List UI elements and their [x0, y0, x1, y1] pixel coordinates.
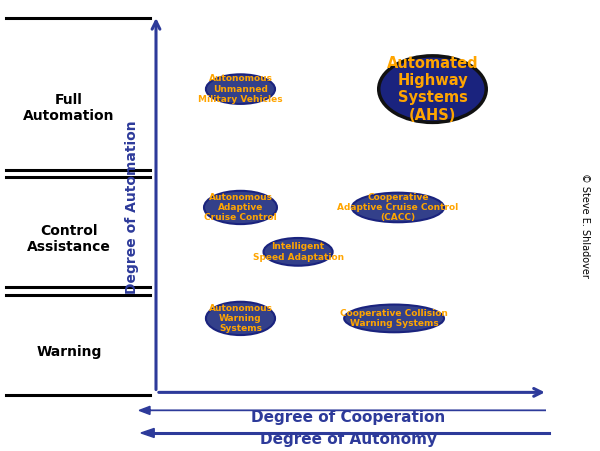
- Text: © Steve E. Shladover: © Steve E. Shladover: [580, 173, 590, 278]
- Text: Autonomous
Unmanned
Military Vehicles: Autonomous Unmanned Military Vehicles: [198, 74, 283, 104]
- Text: Control
Assistance: Control Assistance: [27, 224, 111, 254]
- Text: Autonomous
Warning
Systems: Autonomous Warning Systems: [208, 304, 272, 333]
- Ellipse shape: [204, 191, 277, 224]
- Ellipse shape: [206, 74, 275, 104]
- Text: Cooperative Collision
Warning Systems: Cooperative Collision Warning Systems: [340, 308, 448, 328]
- Ellipse shape: [379, 56, 486, 122]
- Text: Autonomous
Adaptive
Cruise Control: Autonomous Adaptive Cruise Control: [204, 193, 277, 222]
- Ellipse shape: [352, 193, 444, 222]
- Text: Cooperative
Adaptive Cruise Control
(CACC): Cooperative Adaptive Cruise Control (CAC…: [337, 193, 458, 222]
- Text: Automated
Highway
Systems
(AHS): Automated Highway Systems (AHS): [386, 55, 478, 123]
- Text: Full
Automation: Full Automation: [23, 93, 115, 123]
- Text: Degree of Automation: Degree of Automation: [125, 121, 139, 294]
- Text: Warning: Warning: [37, 345, 101, 359]
- Text: Intelligent
Speed Adaptation: Intelligent Speed Adaptation: [253, 242, 344, 262]
- Text: Degree of Cooperation: Degree of Cooperation: [251, 410, 445, 425]
- Ellipse shape: [344, 304, 444, 332]
- Ellipse shape: [263, 238, 332, 266]
- Ellipse shape: [206, 302, 275, 335]
- Text: Degree of Autonomy: Degree of Autonomy: [260, 432, 437, 447]
